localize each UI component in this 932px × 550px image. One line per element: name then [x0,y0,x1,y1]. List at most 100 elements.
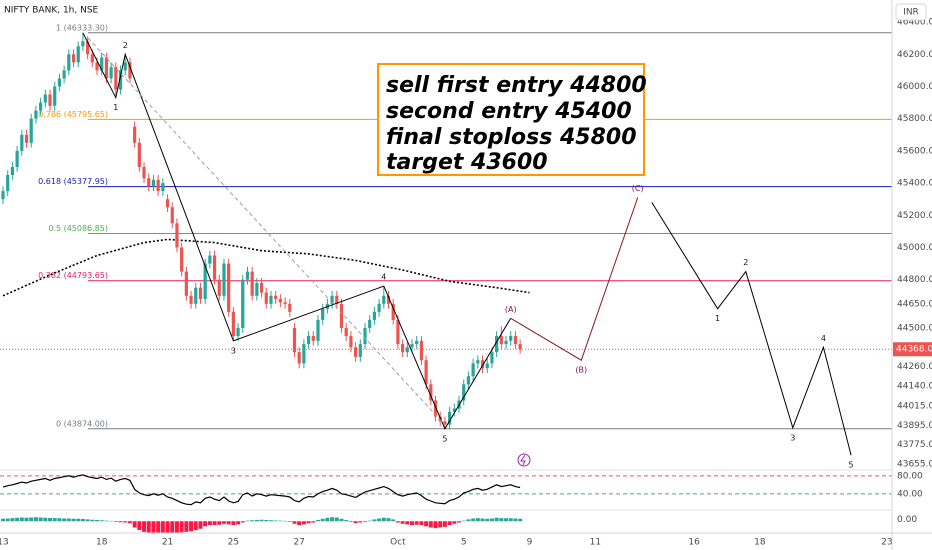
histogram-bar [33,517,38,522]
candle-body [151,179,156,187]
histogram-bar [475,518,480,522]
candle-body [241,279,245,328]
candle-body [405,347,409,353]
candle-body [499,336,503,345]
histogram-bar [297,521,302,525]
candle-body [76,46,80,63]
note-line: second entry 45400 [386,99,632,124]
candle-body [429,384,433,401]
histogram-bar [151,521,156,534]
y-tick-label: 45800.00 [897,114,932,124]
candle-body [269,295,273,304]
histogram-bar [513,518,518,522]
histogram-bar [113,521,118,522]
histogram-bar [170,521,175,533]
histogram-bar [320,518,325,522]
histogram-bar [372,519,377,522]
candle-body [372,311,377,320]
histogram-bar [358,521,363,523]
histogram-bar [189,521,194,532]
histogram-bar [146,521,151,534]
wave-label: (A) [505,305,517,314]
histogram-bar [236,521,241,525]
candle-body [316,319,320,341]
histogram-bar [386,518,391,522]
y-tick-label: 44140.00 [897,381,932,391]
wave-label: 5 [442,434,447,443]
histogram-bar [127,521,132,524]
candle-body [161,183,165,192]
histogram-bar [38,517,43,522]
candle-body [147,178,151,187]
histogram-bar [452,521,457,524]
candle-body [386,295,391,304]
currency-badge[interactable] [895,3,927,21]
histogram-bar [104,520,109,522]
candle-body [476,360,480,364]
histogram-bar [43,517,48,522]
histogram-bar [447,521,452,525]
histogram-bar [461,520,466,522]
candle-body [391,303,395,320]
candle-body [123,62,127,71]
histogram-bar [203,521,208,527]
candle-body [485,363,489,369]
candle-body [358,344,362,357]
histogram-bar [410,521,415,525]
wave-label: 3 [231,346,236,355]
candle-body [180,247,184,272]
candle-body [349,336,353,348]
histogram-bar [48,518,53,522]
histogram-bar [156,521,161,534]
candle-body [297,352,301,364]
histogram-bar [292,521,297,524]
candle-body [20,134,24,151]
currency[interactable]: INR [903,8,919,18]
histogram-bar [212,521,217,525]
candle-body [90,54,94,63]
histogram-bar [137,521,142,530]
fib-label: 0 (43874.00) [56,419,108,428]
wave-label: 2 [743,258,748,267]
histogram-bar [442,521,447,527]
event-icon[interactable] [517,453,531,467]
y-tick-label: 44015.00 [897,402,932,412]
x-tick-label: 5 [461,538,467,548]
candle-body [292,327,297,353]
candle-body [67,54,71,71]
candle-body [321,308,325,320]
candle-body [217,279,221,296]
candle-body [448,411,452,425]
fib-label: 0.5 (45086.85) [48,224,108,233]
histogram-bar [494,517,499,522]
candle-body [335,295,339,304]
histogram-bar [367,520,372,522]
histogram-bar [362,521,367,522]
candle-body [227,263,231,312]
histogram-bar [405,521,410,525]
wave-label: 1 [715,314,720,323]
candle-body [184,271,188,296]
histogram-bar [240,521,245,523]
wave-label: 4 [821,334,826,343]
fib-label: 0.618 (45377.95) [38,177,108,186]
candle-body [175,223,179,248]
histogram-bar [52,518,57,522]
histogram-bar [395,521,400,523]
y-tick-label: 46200.00 [897,50,932,60]
candle-body [288,303,292,312]
candle-body [518,344,522,350]
histogram-bar [207,521,212,525]
candle-body [410,344,414,348]
histogram-bar [301,521,306,525]
candle-body [137,142,141,167]
candle-body [29,118,33,143]
candle-body [156,179,160,192]
histogram-bar [109,520,114,522]
histogram-bar [311,521,316,523]
histogram-bar [217,521,222,525]
last-price-tag [893,342,932,357]
y-tick-label: 46400.00 [897,18,932,28]
y-tick-label: 45200.00 [897,211,932,221]
candle-body [396,319,400,345]
